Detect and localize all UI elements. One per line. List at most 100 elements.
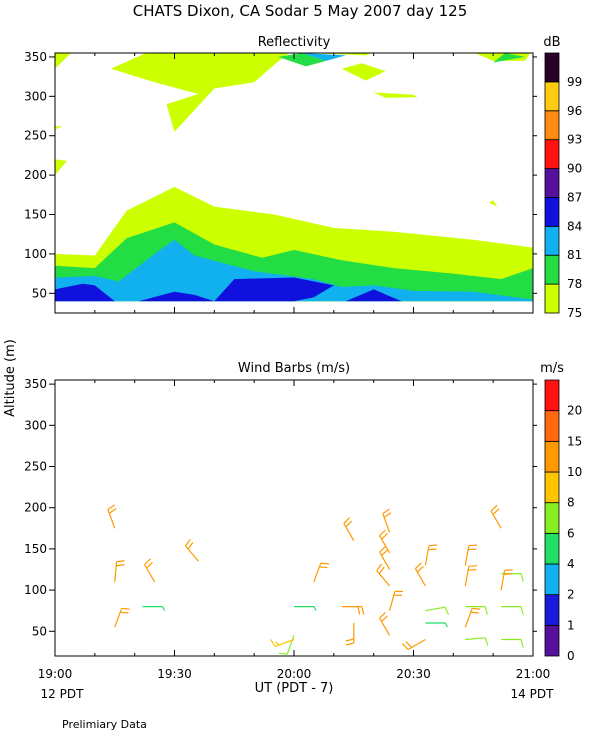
reflectivity-region [55,283,115,302]
wind-barb [464,607,481,628]
wind-barbs-frame [54,379,534,657]
wind-barb [114,560,125,582]
colorbar-label: 81 [567,248,582,262]
reflectivity-region [278,53,326,67]
x-tick-label: 20:30 [396,667,431,681]
wind-barb [382,508,392,533]
reflectivity-region [55,53,71,69]
wind-barb [501,638,524,648]
y-tick-label: 350 [24,377,47,391]
colorbar-swatch [544,563,560,596]
wind-barb [465,637,489,646]
wind-barb [142,605,166,611]
wind-barb [414,562,426,587]
colorbar-swatch [544,110,560,141]
colorbar-swatch [544,52,560,83]
colorbar-swatch [544,168,560,198]
wind-barb [501,605,524,615]
wind-barb [379,529,391,554]
reflectivity-region [302,53,346,61]
y-tick-label: 50 [32,286,47,300]
wind-barbs-panel: Wind Barbs (m/s) 50 100 150 200 250 300 350 0 1… [24,361,582,663]
reflectivity-colorbar-unit: dB [543,35,560,50]
local-time-left: 12 PDT [41,687,85,701]
figure-title: CHATS Dixon, CA Sodar 5 May 2007 day 125 [133,2,468,20]
colorbar-swatch [544,139,560,169]
wind-barb [379,611,391,636]
colorbar-swatch [544,81,560,112]
wind-barb [376,563,391,587]
wind-barb [278,635,295,655]
colorbar-label: 20 [567,404,582,418]
y-tick-label: 200 [24,168,47,182]
x-tick-label: 19:00 [38,667,73,681]
wind-barb [343,517,355,541]
reflectivity-region [55,159,67,176]
colorbar-swatch [544,624,560,657]
reflectivity-region [345,289,402,302]
colorbar-label: 15 [567,434,582,448]
wind-barb [379,545,391,570]
footer-note: Prelimiary Data [62,718,147,731]
y-tick-label: 300 [24,418,47,432]
colorbar-swatch [544,410,560,442]
colorbar-swatch [544,594,560,626]
y-tick-label: 250 [24,129,47,143]
colorbar-swatch [544,283,560,314]
y-tick-label: 150 [24,542,47,556]
reflectivity-region [373,92,418,98]
colorbar-label: 4 [567,557,575,571]
reflectivity-colorbar: 75 78 81 84 87 90 93 96 99 [544,52,582,320]
x-axis: 19:00 19:30 20:00 20:30 21:00 [38,667,551,681]
reflectivity-region [489,200,498,207]
colorbar-swatch [544,532,560,565]
wind-barb [107,504,117,529]
y-axis-label: Altitude (m) [3,339,18,417]
wind-barb [464,565,478,587]
wind-barb [464,544,478,566]
wind-barb [341,605,365,615]
x-tick-label: 21:00 [516,667,551,681]
wind-speed-colorbar: 0 1 2 4 6 8 10 15 20 [544,379,582,663]
local-time-right: 14 PDT [511,687,555,701]
x-tick-label: 20:00 [277,667,312,681]
x-tick-label: 19:30 [157,667,192,681]
wind-barb [345,623,355,646]
colorbar-swatch [544,225,560,256]
y-tick-label: 50 [32,624,47,638]
colorbar-label: 6 [567,526,575,540]
colorbar-label: 87 [567,190,582,204]
y-tick-label: 100 [24,247,47,261]
reflectivity-title: Reflectivity [258,35,331,50]
colorbar-swatch [544,379,560,412]
colorbar-label: 96 [567,104,582,118]
wind-barb [425,606,450,615]
wind-barbs-title: Wind Barbs (m/s) [238,361,350,376]
y-tick-label: 300 [24,89,47,103]
reflectivity-region [308,53,372,56]
reflectivity-region [55,239,533,302]
wind-barb [313,562,330,583]
colorbar-swatch [544,440,560,473]
colorbar-label: 2 [567,588,575,602]
wind-barb [425,622,448,628]
wind-barb [270,638,295,647]
y-tick-label: 200 [24,501,47,515]
colorbar-label: 93 [567,133,582,147]
colorbar-label: 75 [567,306,582,320]
x-axis-label: UT (PDT - 7) [255,681,334,696]
wind-barb [500,569,513,591]
y-tick-label: 350 [24,50,47,64]
wind-barb [490,504,502,529]
y-tick-label: 250 [24,460,47,474]
wind-barb [294,605,317,611]
y-tick-label: 100 [24,583,47,597]
wind-barb [114,607,130,628]
colorbar-label: 99 [567,75,582,89]
wind-barb [401,638,426,651]
colorbar-swatch [544,197,560,227]
wind-barb [185,538,199,562]
reflectivity-region [493,53,525,63]
colorbar-label: 10 [567,465,582,479]
